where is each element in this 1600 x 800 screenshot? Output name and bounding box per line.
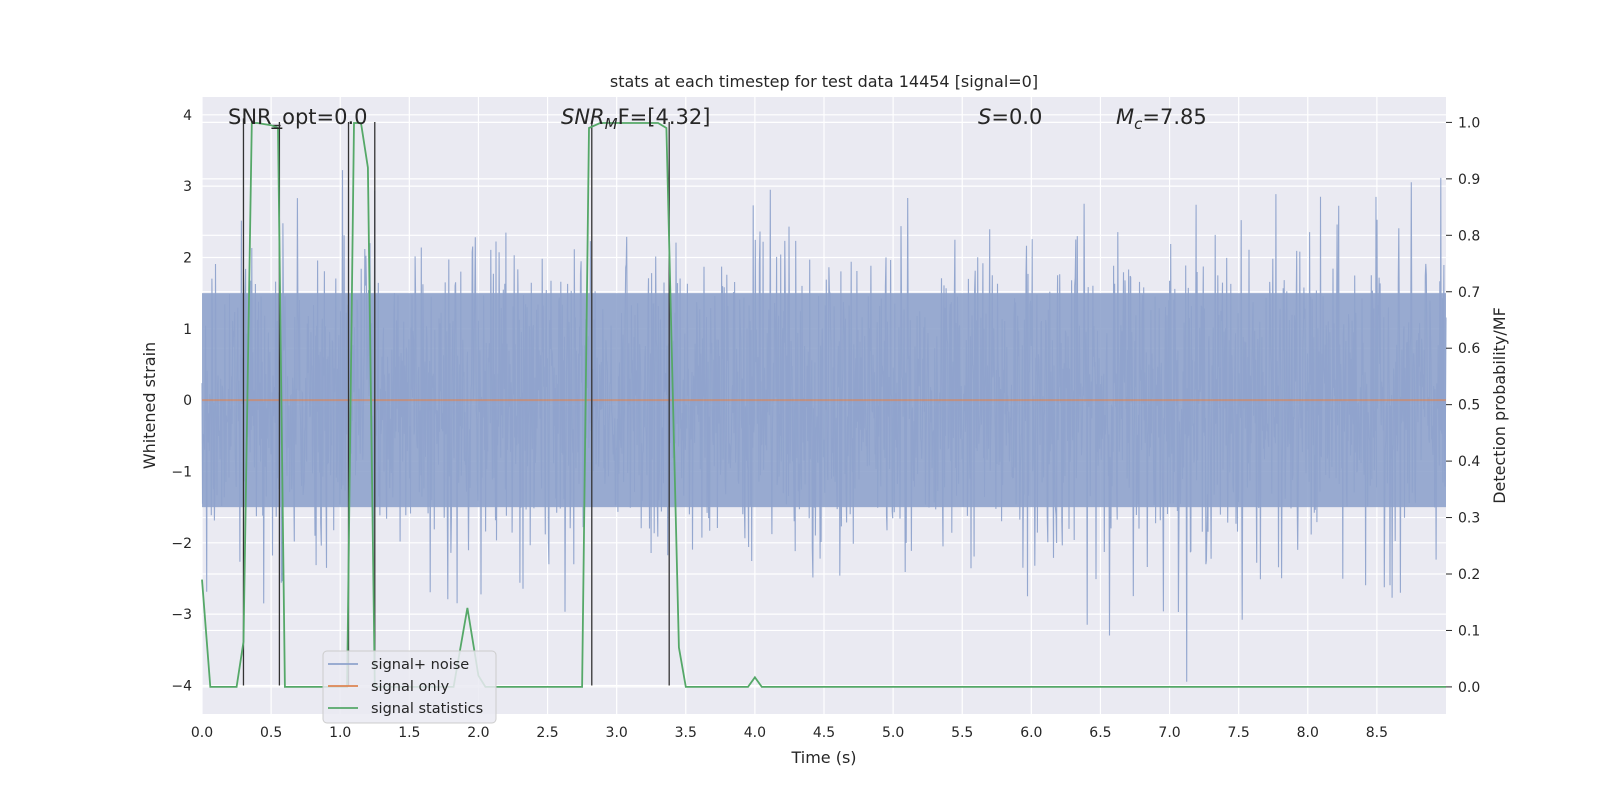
x-tick-label-11: 5.5 [951,725,973,741]
y-left-tick-label-3: 1 [183,322,192,338]
legend-label-signal-noise: signal+ noise [371,657,469,673]
y-left-axis-ticks: 4 3 2 1 0 −1 −2 −3 −4 [171,108,192,695]
y-left-axis-label: Whitened strain [140,342,159,469]
y-left-tick-label-8: −4 [171,678,192,694]
y-right-tick-label-5: 0.5 [1458,398,1480,414]
annotation-snr-mf-main: SNR [561,105,605,129]
x-tick-label-16: 8.0 [1297,725,1319,741]
x-tick-label-7: 3.5 [675,725,697,741]
x-tick-label-14: 7.0 [1158,725,1180,741]
annotation-s: S=0.0 [978,105,1042,129]
y-left-tick-label-7: −3 [171,607,192,623]
annotation-snr-mf-sub: M [605,115,618,133]
annotation-s-rest: =0.0 [991,105,1042,129]
y-left-tick-label-4: 0 [183,393,192,409]
x-tick-label-4: 2.0 [467,725,489,741]
x-tick-label-2: 1.0 [329,725,351,741]
y-right-tick-label-7: 0.3 [1458,511,1480,527]
annotation-snr-mf-rest: F=[4.32] [618,105,711,129]
series-signal-statistics [201,122,1446,688]
annotation-mc-sub: c [1134,115,1143,133]
y-right-axis-label: Detection probability/MF [1490,307,1509,504]
legend-label-signal-only: signal only [371,679,450,695]
annotation-s-main: S [978,105,991,129]
y-right-tick-label-3: 0.7 [1458,285,1480,301]
x-tick-label-15: 7.5 [1228,725,1250,741]
x-tick-label-12: 6.0 [1020,725,1042,741]
x-axis-ticks: 0.0 0.5 1.0 1.5 2.0 2.5 3.0 3.5 4.0 4.5 5.0 5.5 6.0 6… [191,725,1388,741]
y-left-tick-label-6: −2 [171,536,192,552]
y-right-tick-label-4: 0.6 [1458,341,1480,357]
annotation-snr-opt: SNR_opt=0.0 [228,105,368,130]
legend-box [322,650,497,724]
annotation-mc: Mc=7.85 [1116,105,1207,133]
axes [201,97,1447,714]
x-tick-label-17: 8.5 [1366,725,1388,741]
annotations: SNR_opt=0.0 SNRMF=[4.32] S=0.0 Mc=7.85 [228,105,1207,133]
annotation-snr-mf: SNRMF=[4.32] [561,105,710,133]
x-tick-label-3: 1.5 [398,725,420,741]
x-tick-label-9: 4.5 [813,725,835,741]
x-tick-label-0: 0.0 [191,725,213,741]
y-left-tick-label-0: 4 [183,108,192,124]
y-right-tick-label-1: 0.9 [1458,172,1480,188]
y-right-tick-label-10: 0.0 [1458,680,1480,696]
annotation-mc-main: M [1116,105,1134,129]
y-right-axis-ticks: 1.0 0.9 0.8 0.7 0.6 0.5 0.4 0.3 0.2 0.1 0.0 [1446,115,1480,696]
x-axis-label: Time (s) [790,748,856,767]
y-left-tick-label-5: −1 [171,464,192,480]
y-right-tick-label-8: 0.2 [1458,567,1480,583]
legend-label-signal-statistics: signal statistics [371,701,483,717]
y-right-tick-label-0: 1.0 [1458,115,1480,131]
signal-statistics-line [201,122,1446,688]
y-right-tick-label-2: 0.8 [1458,228,1480,244]
x-tick-label-10: 5.0 [882,725,904,741]
chart-title: stats at each timestep for test data 144… [610,72,1038,91]
y-left-tick-label-2: 2 [183,250,192,266]
y-right-tick-label-6: 0.4 [1458,454,1480,470]
x-tick-label-1: 0.5 [260,725,282,741]
x-tick-label-13: 6.5 [1089,725,1111,741]
x-tick-label-6: 3.0 [606,725,628,741]
x-tick-label-8: 4.0 [744,725,766,741]
annotation-mc-rest: =7.85 [1142,105,1206,129]
y-left-tick-label-1: 3 [183,179,192,195]
legend: signal+ noise signal only signal statist… [322,650,497,724]
y-right-tick-label-9: 0.1 [1458,623,1480,639]
x-tick-label-5: 2.5 [536,725,558,741]
